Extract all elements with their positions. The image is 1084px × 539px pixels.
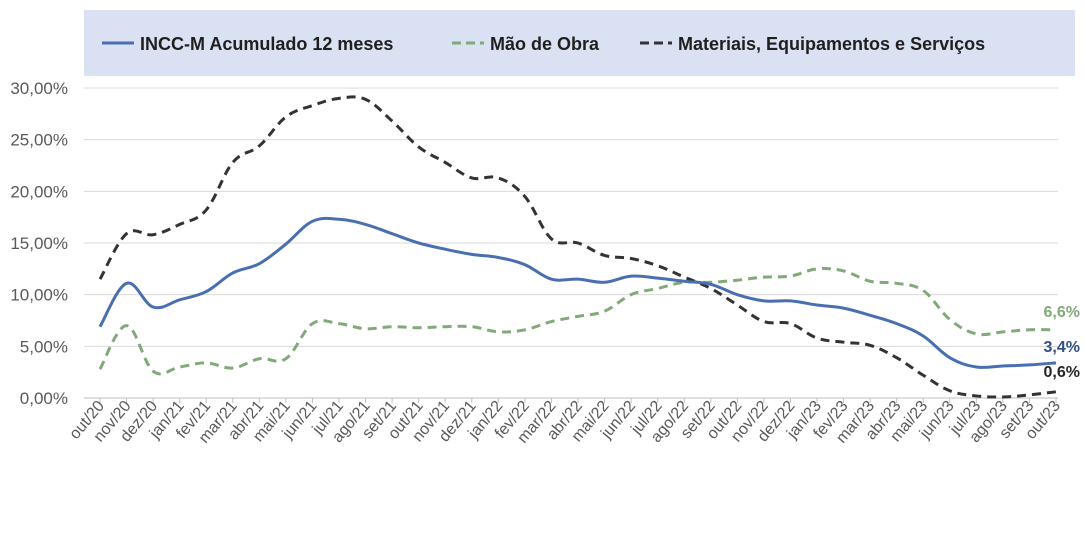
incc-m-series-line [98,216,1057,370]
y-tick-label: 20,00% [10,182,68,201]
y-axis-tick-labels: 0,00% 5,00% 10,00% 15,00% 20,00% 25,00% 30,00% [10,79,68,408]
legend-item-incc-m: INCC-M Acumulado 12 meses [102,34,393,54]
series-lines [98,95,1057,399]
incc-m-end-label: 3,4% [1044,339,1080,356]
end-labels: 3,4% 6,6% 0,6% [1044,304,1080,381]
legend-item-materiais: Materiais, Equipamentos e Serviços [640,34,985,54]
x-axis-tick-labels: out/20nov/20dez/20jan/21fev/21mar/21abr/… [66,398,1064,447]
y-tick-label: 15,00% [10,234,68,253]
y-tick-label: 5,00% [20,337,68,356]
materiais-end-label: 0,6% [1044,364,1080,381]
y-tick-label: 10,00% [10,286,68,305]
legend-label: INCC-M Acumulado 12 meses [140,34,393,54]
gridlines [84,87,1058,399]
legend: INCC-M Acumulado 12 meses Mão de Obra Mate… [102,34,985,54]
y-tick-label: 25,00% [10,131,68,150]
y-tick-label: 30,00% [10,79,68,98]
legend-item-mao-de-obra: Mão de Obra [452,34,600,54]
y-tick-label: 0,00% [20,389,68,408]
legend-label: Materiais, Equipamentos e Serviços [678,34,985,54]
legend-background [84,10,1075,76]
materiais-series-line [98,95,1057,399]
mao-de-obra-series-line [98,266,1057,376]
legend-label: Mão de Obra [490,34,600,54]
mao-de-obra-end-label: 6,6% [1044,304,1080,321]
